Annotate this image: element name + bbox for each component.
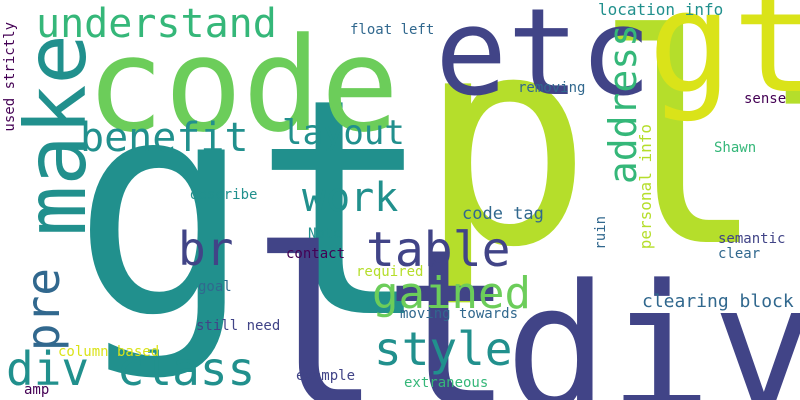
word-location-info: location info [598, 0, 724, 19]
word-removing: removing [518, 80, 586, 96]
word-float-left: float left [350, 22, 435, 38]
word-extraneous: extraneous [404, 375, 489, 391]
word-used-strictly: used strictly [2, 22, 18, 132]
word-semantic: semantic [718, 231, 786, 247]
word-required: required [356, 264, 424, 280]
word-moving-towards: moving towards [400, 306, 519, 322]
word-etc: etc [435, 0, 652, 123]
word-note: Note [308, 226, 342, 242]
word-pre: pre [16, 268, 70, 352]
word-describe: describe [190, 187, 258, 203]
word-personal-info: personal info [636, 124, 655, 250]
word-clearing-block: clearing block [642, 291, 794, 312]
word-div-class: div class [6, 342, 256, 396]
word-clear: clear [718, 246, 761, 262]
word-code-tag: code tag [462, 204, 544, 224]
word-work: work [302, 175, 399, 221]
word-code: code [86, 9, 400, 161]
word-layout: layout [282, 113, 405, 153]
word-table: table [366, 222, 511, 278]
word-example: example [296, 368, 356, 384]
word-column-based: column based [58, 344, 160, 360]
word-amp: amp [24, 382, 50, 398]
word-contact: contact [286, 246, 346, 262]
word-benefit: benefit [80, 115, 249, 161]
word-style: style [374, 322, 513, 376]
word-plt: plt [418, 0, 800, 311]
word-br: br [178, 222, 234, 276]
word-lt: lt [250, 202, 515, 400]
word-sense: sense [744, 91, 787, 107]
word-ruin: ruin [593, 216, 609, 250]
word-gt-large: gt [72, 35, 434, 384]
word-shawn: Shawn [714, 140, 757, 156]
word-goal: goal [198, 279, 232, 295]
word-gt-yellow: gt [648, 0, 800, 125]
word-understand: understand [36, 1, 277, 47]
word-div: div [505, 247, 800, 400]
word-gained: gained [372, 268, 531, 319]
word-still-need: still need [196, 318, 281, 334]
